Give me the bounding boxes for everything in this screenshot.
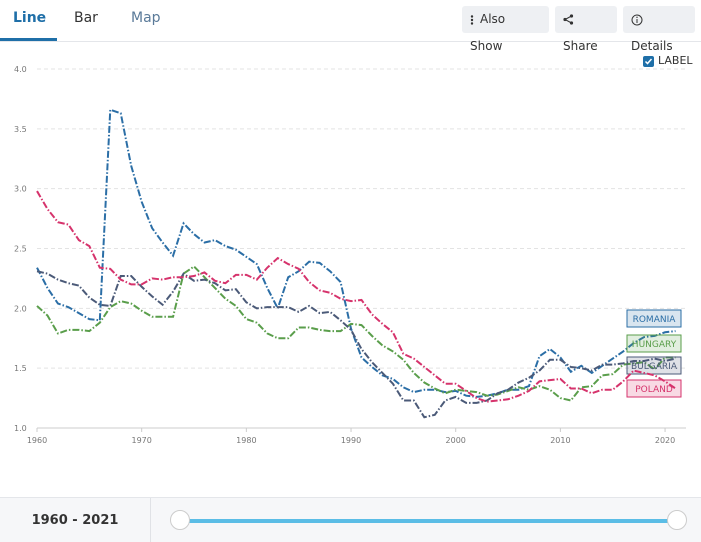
button-label: Share (563, 39, 598, 53)
x-tick-label: 2010 (550, 436, 570, 445)
y-tick-label: 3.0 (14, 185, 27, 194)
divider (150, 498, 151, 542)
tab-line[interactable]: Line (13, 10, 47, 26)
icon (470, 14, 474, 25)
range-label: 1960 - 2021 (31, 513, 119, 528)
series-line (36, 265, 676, 402)
series-label: POLAND (626, 379, 682, 398)
slider-handle-start[interactable] (170, 510, 190, 530)
y-tick-label: 1.0 (14, 424, 27, 433)
button-label: Details (631, 39, 673, 53)
x-tick-label: 2020 (655, 436, 675, 445)
x-tick-label: 1990 (341, 436, 361, 445)
series-label-box (626, 334, 682, 353)
label-toggle-text: LABEL (658, 54, 693, 67)
series-line (36, 190, 677, 403)
chart: 1.0 1.5 2.0 2.5 3.0 3.5 4.0 1960 1970 1980 1990 200… (14, 65, 686, 445)
tab-underline (0, 38, 57, 41)
tab-bar[interactable]: Bar (74, 10, 98, 26)
series-label-text: POLAND (635, 385, 673, 395)
y-tick-label: 2.0 (14, 304, 27, 313)
x-tick-label: 1960 (27, 436, 47, 445)
icon (563, 14, 574, 25)
series-label-text: BULGARIA (631, 362, 678, 372)
icon (631, 14, 643, 25)
label-toggle[interactable]: LABEL (643, 54, 693, 67)
x-tick-label: 2000 (446, 436, 466, 445)
also-show-button[interactable]: Also Show (462, 6, 549, 53)
check-icon (644, 58, 653, 65)
top-bar: Line Bar Map Also Show Share Details (0, 0, 701, 53)
y-tick-label: 2.5 (14, 245, 27, 254)
series-label: BULGARIA (626, 356, 682, 375)
series-label: ROMANIA (626, 309, 682, 328)
series-label: HUNGARY (626, 334, 682, 353)
x-tick-label: 1980 (236, 436, 256, 445)
series-label-box (626, 309, 682, 328)
y-tick-label: 4.0 (14, 65, 27, 74)
series-label-text: ROMANIA (633, 315, 677, 325)
slider-track (180, 519, 676, 523)
series-label-text: HUNGARY (632, 340, 677, 350)
x-tick-label: 1970 (131, 436, 151, 445)
series-line (36, 270, 676, 419)
button-label: Also Show (470, 12, 506, 53)
slider-handle-end[interactable] (667, 510, 687, 530)
time-slider: 1960 - 2021 (0, 497, 701, 542)
details-button[interactable]: Details (623, 6, 695, 53)
series-label-box (626, 356, 682, 375)
checkbox[interactable] (643, 55, 654, 67)
y-tick-label: 1.5 (14, 364, 27, 373)
series-line (36, 108, 676, 398)
share-button[interactable]: Share (555, 6, 617, 53)
series-label-box (626, 379, 682, 398)
y-tick-label: 3.5 (14, 125, 27, 134)
tab-map[interactable]: Map (131, 10, 161, 26)
